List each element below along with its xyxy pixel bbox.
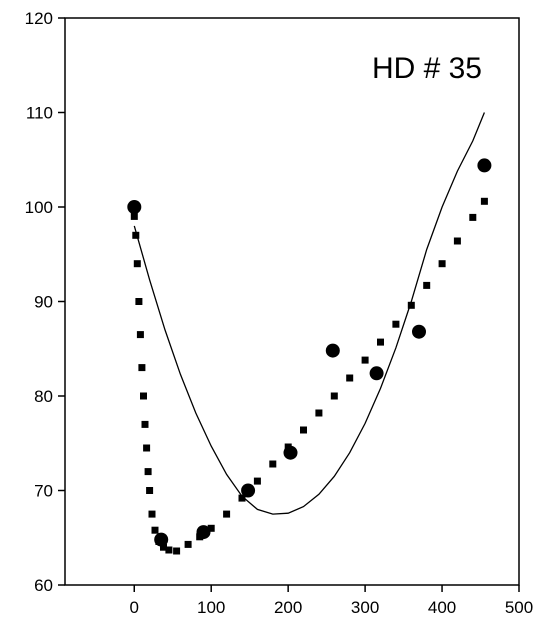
- x-tick-label: 400: [428, 598, 456, 617]
- fitted-solid-line-layer: [133, 112, 486, 515]
- dotted-curve-marker: [480, 197, 488, 205]
- dotted-curve-marker: [346, 374, 354, 382]
- dotted-curve-marker: [144, 468, 152, 476]
- dotted-curve-marker: [165, 546, 173, 554]
- dotted-curve-layer: [130, 197, 488, 555]
- dotted-curve-marker: [407, 301, 415, 309]
- fitted-solid-line: [133, 112, 486, 515]
- dotted-curve-marker: [160, 543, 167, 551]
- y-tick-label: 100: [25, 198, 53, 217]
- data-point: [369, 366, 384, 381]
- dotted-curve-marker: [136, 331, 144, 339]
- dotted-curve-marker: [173, 547, 181, 555]
- data-point: [412, 324, 426, 339]
- data-point: [127, 200, 142, 214]
- dotted-curve-marker: [146, 487, 154, 494]
- plot-frame: [64, 17, 520, 586]
- x-tick-label: 0: [130, 598, 139, 617]
- dotted-curve-marker: [253, 477, 261, 485]
- dotted-curve-marker: [269, 460, 277, 468]
- x-tick-label: 300: [351, 598, 379, 617]
- dotted-curve-marker: [315, 409, 323, 417]
- data-points-layer: [127, 158, 492, 547]
- dotted-curve-marker: [207, 524, 215, 532]
- dotted-curve-marker: [423, 281, 431, 289]
- data-point: [325, 343, 340, 358]
- dotted-curve-marker: [151, 526, 159, 534]
- dotted-curve-marker: [469, 213, 477, 221]
- dotted-curve-marker: [330, 392, 338, 400]
- chart-annotation: HD # 35: [372, 52, 482, 85]
- dotted-curve-marker: [143, 444, 151, 452]
- data-point: [196, 525, 211, 540]
- dotted-curve-marker: [130, 212, 138, 220]
- dotted-curve-marker: [132, 231, 140, 239]
- data-point: [477, 158, 492, 173]
- dotted-curve-marker: [392, 320, 400, 328]
- data-point: [283, 445, 298, 460]
- dotted-curve-marker: [133, 260, 141, 268]
- dotted-curve-marker: [361, 356, 369, 364]
- x-tick-label: 200: [274, 598, 302, 617]
- dotted-curve-marker: [453, 237, 461, 245]
- dotted-curve-marker: [138, 364, 146, 372]
- y-tick-label: 120: [25, 9, 53, 28]
- x-tick-label: 500: [505, 598, 533, 617]
- dotted-curve-marker: [140, 392, 147, 400]
- dotted-curve-marker: [238, 494, 246, 502]
- dotted-curve-marker: [377, 338, 384, 346]
- y-tick-label: 80: [34, 387, 53, 406]
- y-tick-label: 70: [34, 482, 53, 501]
- dotted-curve-marker: [184, 540, 192, 548]
- dotted-curve-marker: [148, 510, 156, 518]
- y-tick-label: 60: [34, 576, 53, 595]
- x-axis: 0 100 200 300 400 500: [130, 585, 533, 617]
- dotted-curve-marker: [438, 260, 446, 268]
- y-tick-label: 90: [34, 293, 53, 312]
- dotted-curve-marker: [135, 298, 143, 305]
- data-point: [154, 532, 169, 547]
- x-tick-label: 100: [197, 598, 225, 617]
- dotted-curve-marker: [141, 420, 149, 428]
- dotted-curve-marker: [223, 510, 231, 518]
- y-tick-label: 110: [26, 104, 53, 123]
- y-axis: 60 70 80 90 100 110 120: [25, 9, 65, 595]
- dotted-curve-marker: [300, 426, 307, 434]
- data-point: [241, 483, 256, 498]
